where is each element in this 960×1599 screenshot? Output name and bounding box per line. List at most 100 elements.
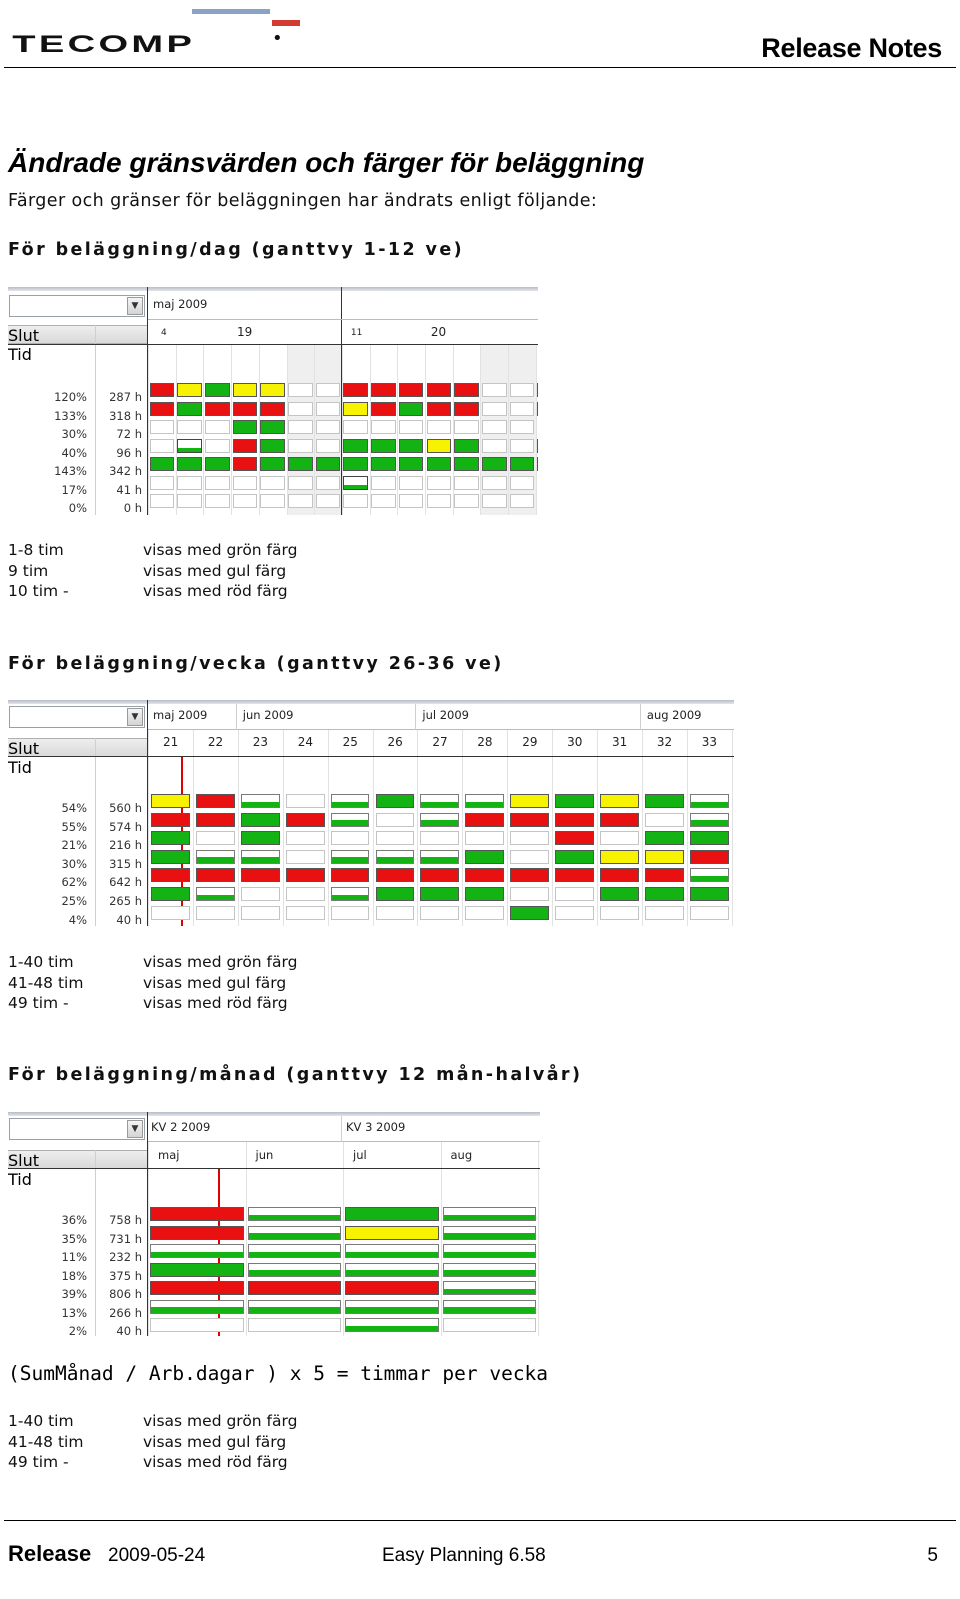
occupancy-cell [195,831,235,846]
occupancy-cell-green [510,905,550,920]
legend-row: 1-40 tim visas med grön färg [8,952,297,973]
day-label: 4 [161,328,167,338]
gantt-week-screenshot: ▼ Slut Tid 54% 560 h 55% 574 h 21% 216 h 30% 315 h… [8,700,734,926]
occupancy-fill [346,1307,438,1313]
week-gridline [731,730,733,926]
row-hours: 574 h [109,819,142,834]
week-label: 25 [342,735,358,749]
occupancy-fill [151,1307,243,1313]
occupancy-cell-green [345,1207,439,1221]
view-select-dropdown[interactable]: ▼ [9,295,145,317]
occupancy-cell-green [151,831,190,846]
occupancy-cell-partial-green [343,475,369,490]
occupancy-cell [288,475,313,490]
occupancy-cell-partial-green [689,812,729,827]
day-gridline [480,345,482,515]
occupancy-cell-green [481,457,507,471]
occupancy-cell-red [371,383,396,397]
occupancy-cell-yellow [345,1225,439,1240]
occupancy-cell-partial-green [420,812,460,827]
occupancy-fill [346,1270,438,1276]
row-hours: 72 h [116,427,142,441]
month-divider [639,704,641,730]
row-hours: 40 h [116,912,142,926]
day-gridline [369,345,371,515]
occupancy-cell-green [537,438,538,453]
day-gridline [452,345,454,515]
week-gridline [417,730,419,926]
legend-text: visas med grön färg [143,541,298,559]
gantt-month-screenshot: ▼ Slut Tid 36% 758 h 35% 731 h 11% 232 h 18% 375 h… [8,1112,540,1336]
header-bottom-line [8,344,538,345]
svg-text:TECOMP: TECOMP [12,30,195,58]
occupancy-cell-green [465,849,505,864]
occupancy-cell-partial-green [345,1262,439,1277]
occupancy-fill [241,857,279,863]
footer-date: 2009-05-24 [108,1545,206,1566]
occupancy-cell-partial-green [195,849,235,864]
occupancy-cell [398,420,424,434]
occupancy-cell-red [454,383,479,397]
occupancy-cell-red [151,868,190,883]
legend-row: 10 tim - visas med röd färg [8,581,297,602]
occupancy-fill [248,1251,340,1257]
occupancy-cell-red [454,401,479,416]
occupancy-cell-partial-green [442,1281,536,1295]
occupancy-cell-green [343,457,369,471]
header-bottom-line [8,756,734,757]
occupancy-cell-red [232,401,258,416]
left-panel-guide [95,738,96,926]
occupancy-fill [346,1251,438,1257]
legend-text: visas med röd färg [143,582,288,600]
occupancy-cell [600,831,639,846]
row-hours: 560 h [109,801,142,815]
occupancy-cell [509,494,535,508]
day-gridline [286,345,288,515]
chevron-down-icon: ▼ [127,708,143,726]
day-gridline [258,345,260,515]
occupancy-fill [443,1288,535,1294]
week-label: 27 [432,735,448,749]
occupancy-cell-green [555,849,594,864]
row-hours: 758 h [109,1213,142,1227]
occupancy-cell-partial-green [442,1225,536,1240]
occupancy-cell-partial-green [247,1207,341,1221]
occupancy-cell-partial-green [247,1244,341,1258]
row-hours: 287 h [109,390,142,404]
month-gridline [148,1142,149,1336]
occupancy-cell [204,420,230,434]
occupancy-cell-green [689,831,729,846]
left-panel-guide [95,1150,96,1336]
occupancy-cell [454,494,479,508]
legend-range: 41-48 tim [8,1432,84,1451]
gantt-day-screenshot: ▼ Slut Tid 120% 287 h 133% 318 h 30% 72 h 40% 96 h… [8,287,538,515]
occupancy-cell [177,475,202,490]
row-hours: 232 h [109,1250,142,1264]
occupancy-cell-red [260,401,285,416]
legend-text: visas med grön färg [143,953,298,971]
occupancy-cell-red [465,812,505,827]
month-gridline [343,1142,344,1336]
occupancy-cell [442,1318,536,1332]
occupancy-cell-partial-green [247,1225,341,1240]
legend-row: 1-8 tim visas med grön färg [8,540,297,561]
row-percentage: 35% [61,1231,87,1246]
occupancy-fill [344,484,368,489]
view-select-dropdown[interactable]: ▼ [9,706,145,728]
occupancy-cell [247,1318,341,1332]
row-hours: 806 h [109,1287,142,1301]
occupancy-cell-green [260,438,285,453]
occupancy-cell-red [555,831,594,846]
occupancy-cell [510,887,550,901]
column-header-slut: Slut [8,739,40,758]
occupancy-cell-red [195,812,235,827]
view-select-dropdown[interactable]: ▼ [9,1118,145,1140]
occupancy-cell-green [371,457,396,471]
occupancy-cell-green [644,887,684,901]
occupancy-cell [509,401,535,416]
chevron-down-icon: ▼ [127,297,143,315]
row-percentage: 55% [61,819,87,834]
month-row-line [148,729,734,730]
occupancy-cell-green [150,1262,244,1277]
occupancy-cell-green [454,457,479,471]
